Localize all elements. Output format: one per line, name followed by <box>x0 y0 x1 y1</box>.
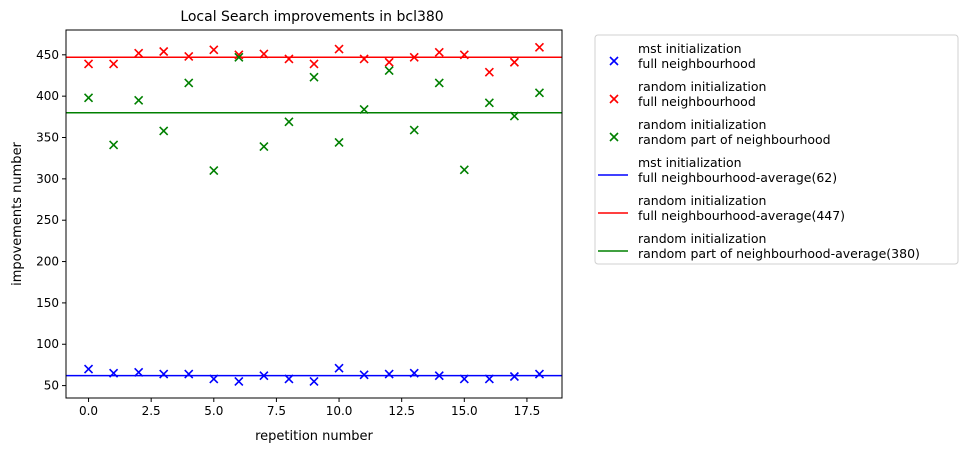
point-s1-11 <box>359 54 369 64</box>
y-tick-label-7: 400 <box>36 89 59 103</box>
point-s0-13 <box>409 368 419 378</box>
y-tick-label-0: 50 <box>44 379 59 393</box>
point-s2-1 <box>109 140 119 150</box>
point-s2-12 <box>384 65 394 76</box>
point-s1-8 <box>284 54 294 64</box>
point-s1-0 <box>83 59 94 69</box>
point-s0-12 <box>384 369 394 379</box>
point-s0-2 <box>134 367 144 377</box>
point-s0-3 <box>159 369 169 379</box>
point-s0-5 <box>209 374 219 384</box>
point-s2-6 <box>234 52 244 62</box>
point-s0-17 <box>509 371 519 382</box>
point-s2-5 <box>209 166 219 176</box>
point-s2-18 <box>534 88 545 98</box>
point-s2-10 <box>334 137 344 148</box>
point-s1-5 <box>209 45 219 55</box>
y-axis: 50 100 150 200 250 300 350 400 450 <box>36 48 66 393</box>
y-tick-label-2: 150 <box>36 296 59 310</box>
y-tick-label-3: 200 <box>36 255 59 269</box>
point-s1-13 <box>409 52 419 62</box>
legend-label-2: random initialization random part of neig… <box>638 117 831 147</box>
x-tick-label-3: 7.5 <box>267 404 286 418</box>
legend-label-1: random initialization full neighbourhood <box>638 79 766 109</box>
y-tick-label-6: 350 <box>36 131 59 145</box>
point-s1-3 <box>159 46 169 57</box>
plot-frame <box>65 29 563 399</box>
legend-label-4: random initialization full neighbourhood-… <box>638 193 845 223</box>
point-s2-9 <box>309 72 319 82</box>
x-tick-label-6: 15.0 <box>451 404 478 418</box>
point-s2-11 <box>359 104 369 114</box>
x-axis: 0.0 2.5 5.0 7.5 10.0 12.5 15.0 17.5 <box>79 398 540 418</box>
point-s1-6 <box>234 50 244 60</box>
x-tick-label-7: 17.5 <box>514 404 541 418</box>
point-s1-17 <box>509 57 519 67</box>
x-tick-label-0: 0.0 <box>79 404 98 418</box>
point-s1-1 <box>109 59 119 69</box>
point-s2-16 <box>484 98 494 108</box>
point-s1-4 <box>184 51 194 62</box>
point-s1-15 <box>459 50 469 60</box>
point-s0-9 <box>309 376 319 387</box>
x-axis-label: repetition number <box>255 429 373 444</box>
chart-title: Local Search improvements in bcl380 <box>180 9 443 25</box>
x-tick-label-2: 5.0 <box>204 404 223 418</box>
y-tick-label-5: 300 <box>36 172 59 186</box>
plot-area <box>65 29 563 399</box>
point-s0-11 <box>359 370 369 380</box>
legend-marker-2 <box>609 132 619 142</box>
point-s1-14 <box>434 47 444 57</box>
point-s2-4 <box>184 78 194 88</box>
point-s2-7 <box>259 142 269 152</box>
point-s0-18 <box>534 369 545 379</box>
y-axis-label: impovements number <box>10 141 25 285</box>
point-s0-1 <box>109 368 119 378</box>
point-s2-0 <box>83 93 94 103</box>
point-s2-17 <box>509 111 519 121</box>
x-tick-label-4: 10.0 <box>326 404 353 418</box>
point-s0-16 <box>484 374 494 384</box>
legend-marker-1 <box>609 94 619 104</box>
point-s0-8 <box>284 374 294 384</box>
legend-marker-0 <box>609 56 619 66</box>
point-s2-8 <box>284 117 294 127</box>
data-marks <box>66 42 562 387</box>
point-s0-15 <box>459 374 469 384</box>
y-tick-label-8: 450 <box>36 48 59 62</box>
point-s0-0 <box>83 364 94 374</box>
point-s2-2 <box>134 95 144 105</box>
point-s1-12 <box>384 57 394 67</box>
point-s1-7 <box>259 49 269 59</box>
point-s1-18 <box>534 42 545 52</box>
point-s0-10 <box>334 363 344 373</box>
point-s0-6 <box>234 376 244 387</box>
point-s1-2 <box>134 48 144 58</box>
point-s2-3 <box>159 126 169 136</box>
point-s0-7 <box>259 371 269 381</box>
legend-label-0: mst initialization full neighbourhood <box>638 41 756 71</box>
point-s1-16 <box>484 67 494 77</box>
point-s2-15 <box>459 165 469 175</box>
point-s1-10 <box>334 44 344 54</box>
point-s2-13 <box>409 125 419 135</box>
point-s0-14 <box>434 371 444 381</box>
x-tick-label-1: 2.5 <box>142 404 161 418</box>
point-s2-14 <box>434 78 444 88</box>
legend-label-3: mst initialization full neighbourhood-ave… <box>638 155 837 185</box>
y-tick-label-4: 250 <box>36 213 59 227</box>
legend-label-5: random initialization random part of neig… <box>638 231 920 261</box>
y-tick-label-1: 100 <box>36 337 59 351</box>
point-s1-9 <box>309 59 319 69</box>
x-tick-label-5: 12.5 <box>388 404 415 418</box>
legend: mst initialization full neighbourhood rand… <box>594 34 959 265</box>
legend-frame <box>594 34 959 265</box>
point-s0-4 <box>184 369 194 379</box>
